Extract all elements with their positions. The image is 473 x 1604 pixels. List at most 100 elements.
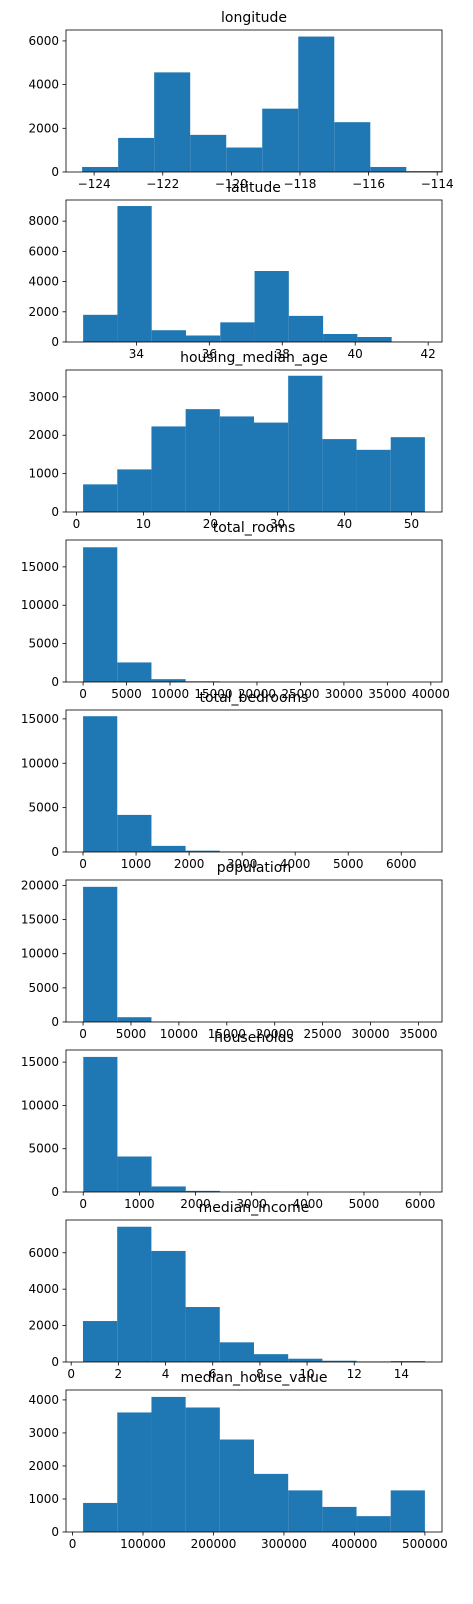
histogram-bar [185, 850, 220, 852]
histogram-bar [117, 814, 152, 852]
subplot-title: median_income [199, 1200, 310, 1216]
x-tick-label: 10000 [151, 687, 189, 701]
histogram-bar [219, 1439, 254, 1532]
y-tick-label: 5000 [28, 1142, 59, 1156]
histogram-bar [322, 1360, 357, 1362]
axes-frame [65, 539, 443, 683]
x-tick-label: 12 [347, 1367, 362, 1381]
histogram-bar [151, 1250, 186, 1362]
y-tick-label: 0 [51, 165, 59, 179]
axes-frame [65, 1049, 443, 1193]
histogram-bar [185, 1407, 220, 1532]
histogram-bar [298, 36, 335, 172]
x-tick-label: 0 [79, 687, 87, 701]
y-tick-label: 2000 [28, 305, 59, 319]
x-tick-label: −118 [283, 177, 316, 191]
y-tick-label: 1000 [28, 1492, 59, 1506]
histogram-bar [185, 1190, 220, 1192]
histogram-bar [406, 171, 443, 172]
histogram-bar [219, 416, 254, 512]
y-tick-label: 8000 [28, 214, 59, 228]
x-tick-label: 100000 [120, 1537, 166, 1551]
subplot-median-house-value: 0 100000 200000 300000 400000 500000 0 1000 2000… [28, 1370, 447, 1551]
x-tick-label: −116 [352, 177, 385, 191]
x-tick-label: −114 [421, 177, 454, 191]
histogram-bar [288, 1358, 323, 1362]
y-tick-label: 6000 [28, 244, 59, 258]
subplot-median-income: 0 2 4 6 8 10 12 14 0 2000 4000 6000 median_income [28, 1200, 443, 1381]
histogram-bar [288, 315, 324, 342]
y-tick-label: 2000 [28, 121, 59, 135]
histogram-bar [220, 322, 255, 342]
subplot-title: households [214, 1030, 294, 1046]
histogram-bar [226, 147, 263, 172]
subplot-longitude: −124 −122 −120 −118 −116 −114 0 2000 4000 6000 lon… [28, 10, 453, 191]
x-tick-label: 35000 [368, 687, 406, 701]
histogram-bar [254, 1473, 289, 1532]
y-tick-label: 0 [51, 1015, 59, 1029]
x-tick-label: 10 [136, 517, 151, 531]
histogram-bar [83, 716, 118, 852]
y-tick-label: 2000 [28, 428, 59, 442]
y-tick-label: 20000 [21, 878, 59, 892]
histogram-bar [370, 166, 407, 172]
x-tick-label: 20 [203, 517, 218, 531]
x-tick-label: 15000 [194, 687, 232, 701]
histogram-bar [390, 1361, 426, 1362]
histogram-bar [322, 1506, 357, 1532]
histogram-bar [288, 1490, 323, 1532]
subplot-housing-median-age: 0 10 20 30 40 50 0 1000 2000 3000 housing_median_a… [28, 350, 443, 531]
histogram-bar [117, 662, 152, 682]
y-tick-label: 10000 [21, 598, 59, 612]
x-tick-label: 0 [67, 1367, 75, 1381]
histogram-bar [83, 547, 118, 682]
x-tick-label: 50 [404, 517, 419, 531]
x-tick-label: 5000 [111, 687, 142, 701]
x-tick-label: 25000 [281, 687, 319, 701]
histogram-bar [151, 679, 186, 682]
y-tick-label: 1000 [28, 467, 59, 481]
y-tick-label: 4000 [28, 1282, 59, 1296]
axes-frame [65, 369, 443, 513]
x-tick-label: 30 [270, 517, 285, 531]
histogram-bar [254, 1354, 289, 1362]
histogram-bar [254, 422, 289, 512]
y-tick-label: 3000 [28, 1426, 59, 1440]
y-tick-label: 15000 [21, 560, 59, 574]
subplot-title: latitude [227, 180, 281, 196]
x-tick-label: 0 [79, 857, 87, 871]
histogram-bar [117, 1017, 152, 1022]
axes-frame [65, 29, 443, 173]
y-tick-label: 6000 [28, 34, 59, 48]
y-tick-label: 5000 [28, 637, 59, 651]
subplot-households: 0 1000 2000 3000 4000 5000 6000 0 5000 10000 15000… [21, 1030, 443, 1211]
x-tick-label: 2 [115, 1367, 123, 1381]
x-tick-label: 30000 [351, 1027, 389, 1041]
x-tick-label: 25000 [304, 1027, 342, 1041]
axes-frame [65, 1389, 443, 1533]
subplot-title: total_rooms [213, 520, 296, 536]
x-tick-label: 20000 [256, 1027, 294, 1041]
subplot-total-rooms: 0 5000 10000 15000 20000 25000 30000 35000 40000… [21, 520, 450, 701]
x-tick-label: 200000 [191, 1537, 237, 1551]
subplot-latitude: 34 36 38 40 42 0 2000 4000 6000 8000 latitude [28, 180, 443, 361]
y-tick-label: 10000 [21, 756, 59, 770]
histogram-bar [288, 375, 323, 512]
axes-frame [65, 709, 443, 853]
x-tick-label: 20000 [238, 687, 276, 701]
histogram-bar [151, 1186, 186, 1192]
histogram-bar [390, 437, 425, 512]
histogram-bar [83, 484, 118, 512]
y-tick-label: 0 [51, 845, 59, 859]
histogram-bar [254, 271, 289, 342]
x-tick-label: 500000 [402, 1537, 448, 1551]
histogram-bar [262, 108, 299, 172]
histogram-bar [356, 449, 391, 512]
x-tick-label: 6000 [405, 1197, 436, 1211]
histogram-bar [83, 1502, 118, 1532]
histogram-bar [117, 1412, 152, 1532]
y-tick-label: 0 [51, 1185, 59, 1199]
histogram-bar [185, 1307, 220, 1362]
axes-frame [65, 1219, 443, 1363]
x-tick-label: −122 [146, 177, 179, 191]
